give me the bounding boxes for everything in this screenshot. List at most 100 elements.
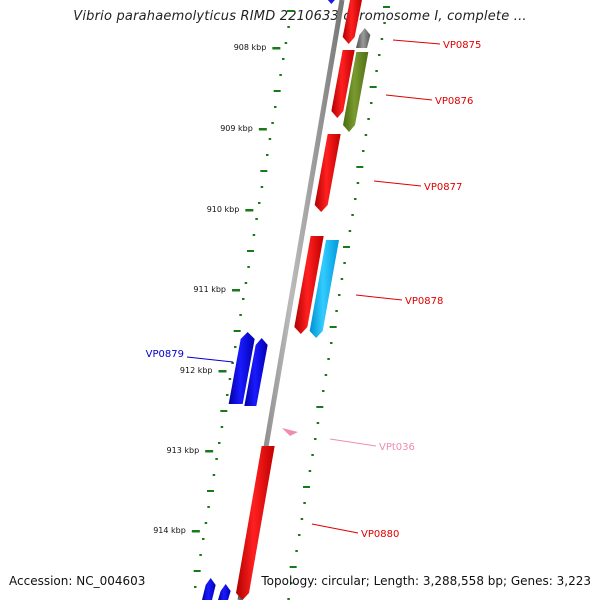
accession-text: Accession: NC_004603 [9, 574, 146, 588]
gene-feature-blue-top[interactable] [325, 0, 338, 4]
gene-feature-cyan[interactable] [309, 240, 339, 338]
gene-label-vp0877[interactable]: VP0877 [424, 182, 462, 193]
tick-mark [207, 506, 210, 508]
kbp-tick-mark [245, 209, 254, 212]
gene-feature-vp0877[interactable] [314, 134, 341, 212]
tick-mark [383, 22, 386, 24]
tick-mark [215, 458, 218, 460]
tick-mark [247, 250, 254, 252]
tick-mark [314, 438, 317, 440]
tick-mark [338, 294, 341, 296]
tick-mark [351, 214, 354, 216]
kbp-tick-label: 910 kbp [207, 205, 240, 214]
gene-feature-olive[interactable] [343, 52, 369, 132]
tick-mark [300, 518, 304, 520]
tick-mark [194, 586, 197, 588]
tick-mark [204, 522, 208, 524]
tick-mark [362, 150, 365, 152]
tick-mark [356, 166, 364, 168]
tick-mark [303, 502, 306, 504]
gene-feature-vp0876[interactable] [331, 50, 355, 118]
gene-feature-vp0879[interactable] [228, 332, 255, 404]
gene-feature-vp0875[interactable] [342, 0, 362, 44]
tick-mark [316, 406, 324, 408]
gene-labels[interactable]: VP0875 VP0876 VP0877 VP0878 VP0879 VPt036 VP08… [146, 39, 482, 540]
tick-mark [289, 566, 297, 568]
tick-mark [290, 582, 293, 584]
tick-mark [380, 38, 384, 40]
tick-mark [234, 346, 237, 348]
tick-mark [231, 362, 234, 364]
tick-mark [364, 134, 368, 136]
tick-mark [207, 490, 214, 492]
trna-feature-vpt036[interactable] [282, 428, 298, 436]
gene-label-vp0876[interactable]: VP0876 [435, 96, 473, 107]
kbp-tick-mark [205, 450, 214, 453]
tick-mark [274, 106, 277, 108]
tick-mark [220, 410, 228, 412]
tick-mark [193, 570, 201, 572]
tick-mark [308, 470, 312, 472]
tick-mark [233, 330, 241, 332]
kbp-tick-label: 913 kbp [167, 446, 200, 455]
map-title: Vibrio parahaemolyticus RIMD 2210633 chr… [73, 9, 527, 24]
tick-mark [220, 426, 224, 428]
tick-mark [370, 102, 373, 104]
gene-label-vp0880[interactable]: VP0880 [361, 529, 399, 540]
tick-mark [273, 90, 281, 92]
tick-mark [383, 6, 390, 8]
gene-label-vpt036[interactable]: VPt036 [379, 442, 415, 453]
inner-tick-marks [193, 10, 294, 588]
tick-mark [367, 118, 370, 120]
tick-mark [335, 310, 338, 312]
tick-mark [316, 422, 320, 424]
tick-mark [252, 234, 256, 236]
gene-feature-gray[interactable] [356, 28, 371, 48]
gene-feature-vp0878[interactable] [294, 236, 324, 334]
gene-label-leader [311, 523, 359, 534]
tick-mark [356, 182, 360, 184]
tick-mark [287, 10, 294, 12]
tick-mark [311, 454, 314, 456]
tick-mark [244, 282, 248, 284]
tick-mark [330, 342, 333, 344]
gene-feature-vp0879-pair[interactable] [244, 338, 268, 406]
tick-mark [324, 374, 328, 376]
kbp-tick-label: 908 kbp [234, 43, 267, 52]
gene-label-vp0879[interactable]: VP0879 [146, 349, 184, 360]
gene-feature-vp0880[interactable] [236, 446, 275, 600]
kbp-tick-label: 911 kbp [193, 285, 226, 294]
tick-mark [258, 202, 261, 204]
tick-mark [369, 86, 377, 88]
tick-mark [329, 326, 337, 328]
gene-features[interactable] [202, 0, 371, 600]
gene-feature-blue-bottom[interactable] [202, 578, 216, 600]
gene-feature-blue-bottom2[interactable] [218, 584, 231, 600]
tick-mark [295, 550, 298, 552]
tick-mark [212, 474, 216, 476]
tick-mark [260, 170, 268, 172]
gene-label-vp0878[interactable]: VP0878 [405, 296, 443, 307]
tick-mark [282, 58, 285, 60]
kbp-tick-mark [218, 370, 227, 373]
tick-mark [242, 298, 245, 300]
tick-mark [228, 378, 232, 380]
tick-mark [255, 218, 258, 220]
tick-mark [343, 246, 350, 248]
gene-label-leader [385, 94, 433, 101]
tick-mark [271, 122, 274, 124]
gene-label-vp0875[interactable]: VP0875 [443, 40, 481, 51]
gene-label-leader [329, 438, 377, 447]
tick-mark [340, 278, 344, 280]
tick-mark [378, 54, 381, 56]
tick-mark [354, 198, 357, 200]
tick-mark [298, 534, 301, 536]
tick-mark [199, 554, 202, 556]
kbp-tick-label: 912 kbp [180, 366, 213, 375]
tick-mark [348, 230, 352, 232]
tick-mark [287, 598, 290, 600]
gene-label-leader [186, 356, 234, 363]
tick-mark [287, 26, 290, 28]
topology-summary: Topology: circular; Length: 3,288,558 bp… [261, 574, 591, 588]
